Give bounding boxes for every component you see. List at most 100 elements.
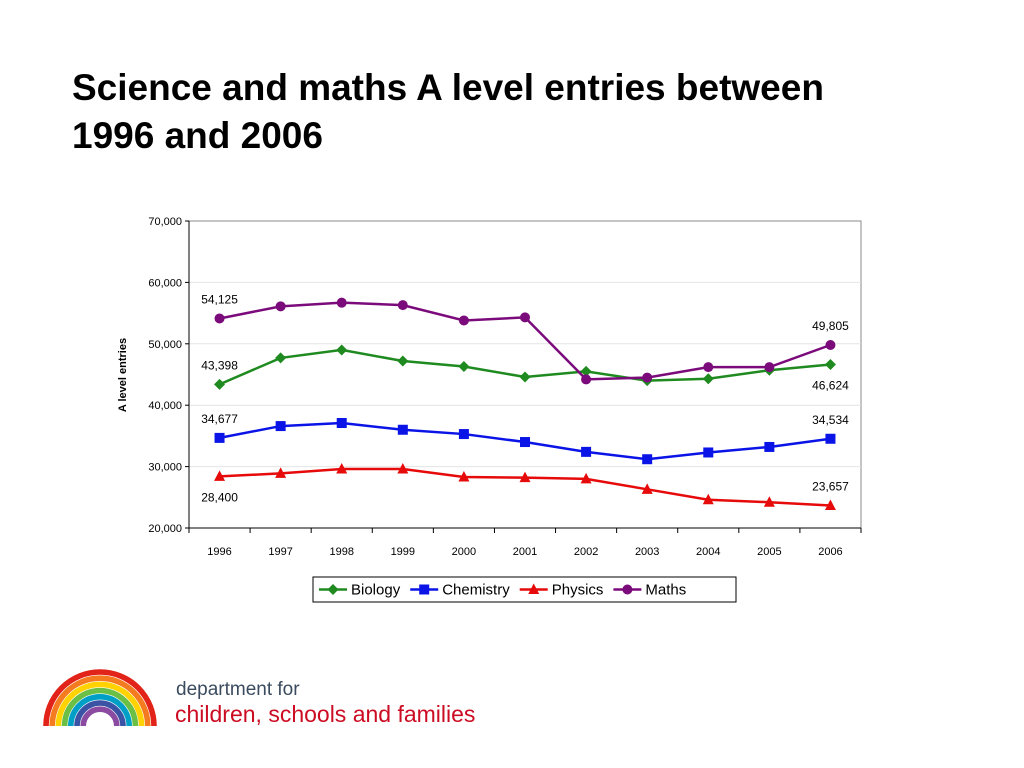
- data-point-biology: [580, 365, 592, 377]
- rainbow-arc: [74, 700, 126, 727]
- slide-title-line-2: 1996 and 2006: [72, 115, 323, 156]
- data-point-physics: [519, 471, 531, 483]
- x-tick-label: 1999: [391, 546, 415, 558]
- data-point-physics: [397, 463, 409, 474]
- data-point-chemistry: [397, 424, 408, 435]
- data-point-chemistry: [458, 429, 469, 440]
- data-point-biology: [214, 378, 226, 390]
- x-tick-label: 2006: [818, 546, 842, 558]
- data-point-maths: [336, 297, 347, 308]
- data-point-biology: [824, 359, 836, 371]
- data-label: 43,398: [201, 358, 238, 372]
- series-maths: [214, 297, 836, 385]
- legend-marker-physics: [528, 583, 540, 594]
- data-point-maths: [275, 301, 286, 312]
- legend-item-physics: Physics: [519, 582, 604, 599]
- data-point-physics: [458, 471, 470, 482]
- data-label: 46,624: [812, 379, 849, 393]
- y-tick-label: 60,000: [148, 277, 182, 289]
- gridlines: [189, 281, 861, 468]
- x-tick-label: 2005: [757, 546, 781, 558]
- rainbow-arc: [80, 706, 120, 727]
- data-point-physics: [336, 463, 348, 474]
- x-tick-label: 1998: [329, 546, 353, 558]
- legend-item-biology: Biology: [319, 582, 401, 599]
- data-labels: 54,125 49,805 43,398 46,624 34,677 34,534 28,4…: [201, 292, 849, 504]
- data-point-chemistry: [825, 433, 836, 444]
- axes: 20,000 30,000 40,000 50,000 60,000 70,000 1996…: [148, 216, 862, 558]
- legend-marker-maths: [622, 584, 633, 595]
- data-label: 54,125: [201, 292, 238, 306]
- data-point-chemistry: [703, 447, 714, 458]
- line-chart: 20,000 30,000 40,000 50,000 60,000 70,000 1996…: [117, 216, 862, 603]
- slide-title-line-1: Science and maths A level entries betwee…: [72, 67, 824, 108]
- x-tick-label: 1996: [207, 546, 231, 558]
- data-point-chemistry: [520, 437, 530, 448]
- data-point-chemistry: [581, 446, 592, 457]
- data-point-maths: [458, 315, 469, 326]
- legend-label-chemistry: Chemistry: [442, 582, 510, 599]
- y-tick-label: 40,000: [148, 400, 182, 412]
- x-tick-label: 1997: [268, 546, 292, 558]
- data-point-biology: [519, 371, 531, 383]
- series-chemistry: [214, 418, 836, 465]
- data-point-maths: [397, 300, 408, 311]
- dcsf-logo: [43, 669, 157, 727]
- legend-marker-biology: [327, 584, 339, 595]
- x-tick-label: 2004: [696, 546, 720, 558]
- data-point-biology: [397, 355, 409, 367]
- x-tick-label: 2003: [635, 546, 659, 558]
- chart-legend: Biology Chemistry Physics Maths: [312, 576, 737, 603]
- data-point-chemistry: [336, 418, 347, 429]
- data-point-maths: [703, 362, 714, 373]
- data-point-chemistry: [764, 441, 775, 452]
- data-point-chemistry: [214, 432, 225, 443]
- x-tick-label: 2002: [574, 546, 598, 558]
- data-point-maths: [581, 374, 592, 385]
- data-point-maths: [764, 362, 775, 373]
- data-point-chemistry: [275, 421, 286, 432]
- data-label: 34,677: [201, 412, 238, 426]
- data-point-physics: [763, 496, 775, 507]
- data-label: 34,534: [812, 413, 849, 427]
- rainbow-arc: [68, 694, 132, 727]
- y-tick-label: 30,000: [148, 462, 182, 474]
- legend-marker-chemistry: [419, 584, 430, 595]
- y-tick-label: 70,000: [148, 216, 182, 228]
- data-label: 23,657: [812, 480, 849, 494]
- data-point-physics: [702, 493, 714, 505]
- data-point-biology: [336, 344, 348, 356]
- data-point-physics: [824, 499, 836, 511]
- legend-label-physics: Physics: [552, 582, 604, 599]
- rainbow-arc: [55, 681, 145, 727]
- data-point-physics: [214, 470, 226, 481]
- series-group: [214, 297, 836, 511]
- legend-item-maths: Maths: [613, 582, 686, 599]
- logo-line-2: children, schools and families: [175, 701, 476, 727]
- legend-item-chemistry: Chemistry: [410, 582, 510, 599]
- data-label: 49,805: [812, 319, 849, 333]
- data-point-maths: [642, 372, 653, 383]
- series-physics: [214, 463, 836, 511]
- legend-label-biology: Biology: [351, 582, 401, 599]
- data-point-maths: [825, 339, 836, 350]
- rainbow-arc: [61, 687, 139, 727]
- rainbow-icon: [43, 669, 157, 727]
- data-point-physics: [275, 467, 287, 478]
- y-tick-label: 50,000: [148, 339, 182, 351]
- x-tick-label: 2000: [452, 546, 476, 558]
- data-point-biology: [275, 352, 287, 364]
- data-point-biology: [458, 361, 470, 373]
- data-point-maths: [520, 312, 530, 323]
- series-biology: [214, 344, 836, 390]
- data-point-biology: [702, 373, 714, 385]
- data-point-chemistry: [642, 454, 653, 465]
- data-point-maths: [214, 313, 225, 324]
- data-point-physics: [641, 483, 653, 494]
- logo-line-1: department for: [176, 679, 300, 700]
- y-tick-label: 20,000: [148, 523, 182, 535]
- data-label: 28,400: [201, 490, 238, 504]
- legend-label-maths: Maths: [645, 582, 686, 599]
- y-axis-label: A level entries: [117, 338, 129, 412]
- rainbow-arc: [49, 675, 151, 727]
